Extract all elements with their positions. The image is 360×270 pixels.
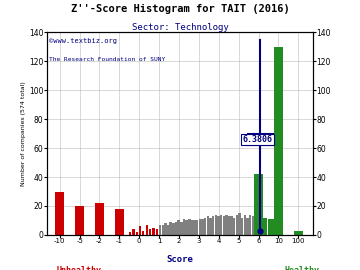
Bar — [201, 219, 204, 235]
Bar — [260, 218, 262, 235]
Bar — [139, 226, 141, 235]
Bar — [175, 222, 177, 235]
Bar — [129, 232, 131, 235]
Bar — [162, 225, 164, 235]
Bar — [149, 229, 151, 235]
Bar — [167, 225, 169, 235]
Bar — [191, 220, 193, 235]
Bar — [246, 218, 249, 235]
Text: ©www.textbiz.org: ©www.textbiz.org — [49, 39, 117, 45]
Bar — [204, 218, 206, 235]
Bar — [212, 216, 215, 235]
Bar — [145, 225, 148, 235]
Bar — [159, 225, 161, 235]
Bar — [55, 191, 64, 235]
Bar — [238, 213, 241, 235]
Text: Score: Score — [167, 255, 193, 264]
Bar — [164, 223, 167, 235]
Bar — [115, 209, 124, 235]
Bar — [132, 229, 135, 235]
Text: The Research Foundation of SUNY: The Research Foundation of SUNY — [49, 57, 166, 62]
Bar — [270, 219, 273, 235]
Bar — [156, 229, 158, 235]
Bar — [136, 232, 138, 235]
Bar — [236, 215, 238, 235]
Bar — [265, 218, 267, 235]
Bar — [209, 218, 212, 235]
Text: Unhealthy: Unhealthy — [57, 266, 102, 270]
Bar — [294, 231, 303, 235]
Y-axis label: Number of companies (574 total): Number of companies (574 total) — [21, 81, 26, 186]
Bar — [262, 218, 265, 235]
Bar — [274, 47, 283, 235]
Bar — [249, 215, 251, 235]
Text: Sector: Technology: Sector: Technology — [132, 23, 228, 32]
Bar — [276, 220, 278, 235]
Bar — [177, 220, 180, 235]
Bar — [199, 219, 201, 235]
Bar — [95, 203, 104, 235]
Bar — [230, 216, 233, 235]
Bar — [225, 215, 228, 235]
Bar — [273, 219, 275, 235]
Bar — [180, 222, 183, 235]
Bar — [207, 216, 209, 235]
Text: Healthy: Healthy — [285, 266, 320, 270]
Bar — [75, 206, 84, 235]
Bar — [217, 216, 220, 235]
Bar — [244, 215, 246, 235]
Bar — [215, 215, 217, 235]
Bar — [228, 216, 230, 235]
Bar — [142, 231, 144, 235]
Bar — [254, 174, 263, 235]
Bar — [185, 220, 188, 235]
Bar — [220, 215, 222, 235]
Bar — [241, 218, 243, 235]
Bar — [183, 219, 185, 235]
Bar — [193, 220, 196, 235]
Text: 6.3806: 6.3806 — [242, 135, 273, 144]
Text: Z''-Score Histogram for TAIT (2016): Z''-Score Histogram for TAIT (2016) — [71, 4, 289, 14]
Bar — [233, 218, 235, 235]
Bar — [268, 219, 270, 235]
Bar — [257, 218, 259, 235]
Bar — [222, 216, 225, 235]
Bar — [252, 216, 254, 235]
Bar — [196, 220, 198, 235]
Bar — [170, 222, 172, 235]
Bar — [255, 215, 257, 235]
Bar — [172, 223, 175, 235]
Bar — [188, 219, 190, 235]
Bar — [152, 228, 155, 235]
